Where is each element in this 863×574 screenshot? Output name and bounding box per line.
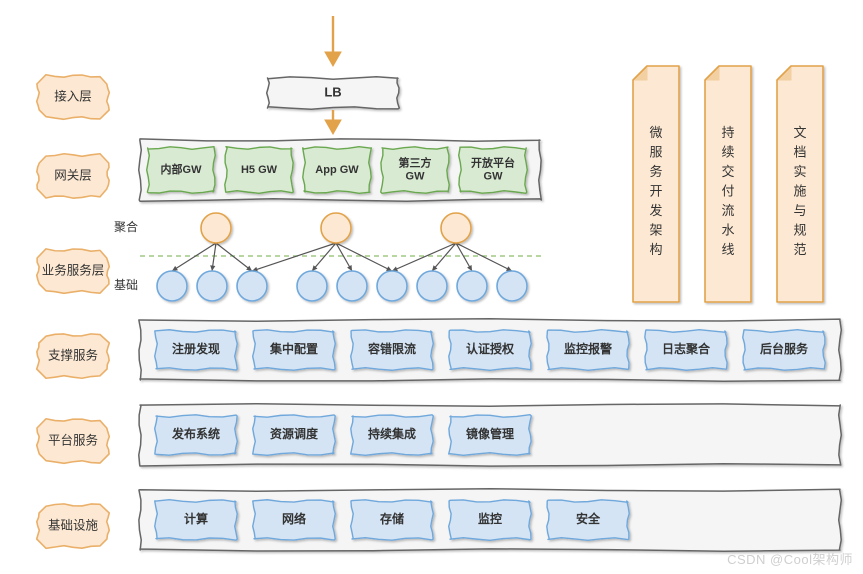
svg-text:资源调度: 资源调度 <box>270 426 319 441</box>
basic-node <box>297 271 327 301</box>
svg-text:监控: 监控 <box>478 511 502 526</box>
svg-text:开: 开 <box>649 183 662 198</box>
svg-text:持: 持 <box>721 125 734 140</box>
svg-text:续: 续 <box>721 144 734 159</box>
svg-text:档: 档 <box>793 144 806 159</box>
svg-text:发: 发 <box>649 203 662 218</box>
svg-text:构: 构 <box>649 242 662 257</box>
basic-node <box>337 271 367 301</box>
basic-node <box>457 271 487 301</box>
svg-text:规: 规 <box>793 222 806 237</box>
svg-text:施: 施 <box>793 183 806 198</box>
svg-text:镜像管理: 镜像管理 <box>466 426 514 441</box>
basic-node <box>497 271 527 301</box>
svg-text:聚合: 聚合 <box>114 219 138 234</box>
svg-text:后台服务: 后台服务 <box>760 341 809 356</box>
svg-text:认证授权: 认证授权 <box>466 341 515 356</box>
svg-text:网络: 网络 <box>282 511 306 526</box>
aggregate-node <box>321 213 351 243</box>
svg-text:架: 架 <box>649 222 662 237</box>
svg-text:接入层: 接入层 <box>54 88 92 103</box>
aggregate-node <box>441 213 471 243</box>
svg-text:网关层: 网关层 <box>54 168 92 182</box>
svg-text:App GW: App GW <box>315 164 359 176</box>
svg-text:安全: 安全 <box>576 511 601 526</box>
basic-node <box>417 271 447 301</box>
svg-text:监控报警: 监控报警 <box>564 341 612 356</box>
svg-text:平台服务: 平台服务 <box>48 432 98 447</box>
svg-text:务: 务 <box>649 164 662 179</box>
svg-text:集中配置: 集中配置 <box>269 341 318 356</box>
svg-text:H5 GW: H5 GW <box>241 164 278 176</box>
svg-text:计算: 计算 <box>184 511 208 526</box>
svg-text:流: 流 <box>721 203 734 218</box>
svg-text:容错限流: 容错限流 <box>367 341 416 356</box>
svg-text:发布系统: 发布系统 <box>171 426 220 441</box>
svg-text:内部GW: 内部GW <box>161 162 203 176</box>
svg-text:业务服务层: 业务服务层 <box>42 262 105 277</box>
architecture-diagram: 接入层网关层业务服务层支撑服务平台服务基础设施 LB 内部GW H5 GW App GW… <box>0 0 863 574</box>
basic-node <box>197 271 227 301</box>
svg-text:注册发现: 注册发现 <box>172 341 220 356</box>
svg-text:范: 范 <box>793 242 806 257</box>
svg-text:服: 服 <box>649 144 662 159</box>
svg-text:日志聚合: 日志聚合 <box>662 341 711 356</box>
svg-text:基础: 基础 <box>114 278 138 292</box>
svg-text:微: 微 <box>649 125 662 140</box>
svg-text:存储: 存储 <box>379 511 404 526</box>
basic-node <box>377 271 407 301</box>
svg-text:与: 与 <box>793 203 806 218</box>
svg-text:付: 付 <box>721 183 734 198</box>
svg-text:持续集成: 持续集成 <box>368 426 416 441</box>
svg-text:线: 线 <box>721 242 734 257</box>
svg-text:支撑服务: 支撑服务 <box>48 347 98 362</box>
svg-text:基础设施: 基础设施 <box>48 517 99 532</box>
svg-text:LB: LB <box>324 84 341 99</box>
svg-text:交: 交 <box>721 164 734 179</box>
watermark-text: CSDN @Cool架构师 <box>727 549 853 568</box>
basic-node <box>237 271 267 301</box>
svg-text:水: 水 <box>721 222 734 237</box>
svg-text:实: 实 <box>793 164 806 179</box>
aggregate-node <box>201 213 231 243</box>
svg-text:文: 文 <box>793 125 806 140</box>
basic-node <box>157 271 187 301</box>
